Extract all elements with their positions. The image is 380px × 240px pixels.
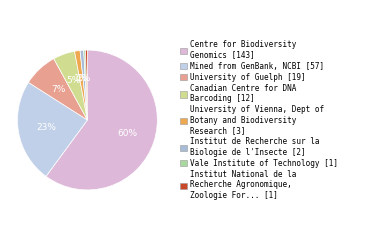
Wedge shape — [54, 51, 87, 120]
Wedge shape — [74, 50, 87, 120]
Wedge shape — [17, 82, 87, 176]
Text: 1%: 1% — [74, 74, 89, 83]
Legend: Centre for Biodiversity
Genomics [143], Mined from GenBank, NCBI [57], Universit: Centre for Biodiversity Genomics [143], … — [179, 39, 340, 201]
Text: 60%: 60% — [117, 129, 137, 138]
Wedge shape — [84, 50, 87, 120]
Wedge shape — [28, 59, 87, 120]
Text: 5%: 5% — [66, 76, 81, 85]
Text: 1%: 1% — [77, 74, 91, 83]
Text: 23%: 23% — [36, 123, 56, 132]
Wedge shape — [46, 50, 157, 190]
Text: 7%: 7% — [52, 85, 66, 94]
Wedge shape — [80, 50, 87, 120]
Wedge shape — [86, 50, 87, 120]
